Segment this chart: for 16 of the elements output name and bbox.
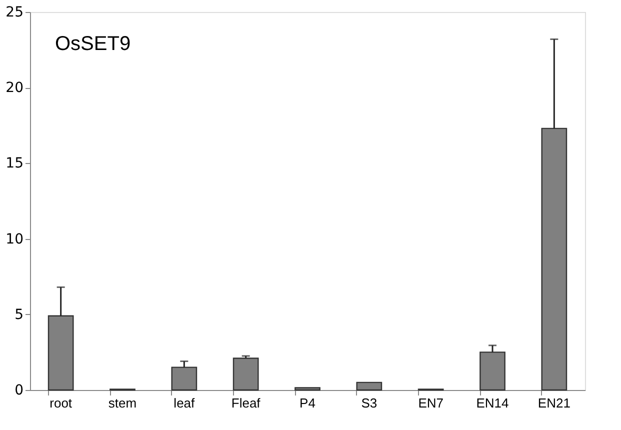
- x-tick-label: Fleaf: [231, 396, 261, 410]
- x-tick-label: S3: [361, 396, 378, 410]
- y-tick-label: 0: [14, 382, 24, 398]
- x-tick-label: EN21: [538, 396, 570, 410]
- annotation: OsSET9: [55, 33, 131, 55]
- y-tick-label: 25: [6, 4, 24, 20]
- y-tick-label: 20: [6, 80, 24, 96]
- x-tick-label: EN14: [476, 396, 509, 410]
- x-tick-label: P4: [300, 396, 316, 410]
- x-tick-label: EN7: [418, 396, 444, 410]
- x-tick-label: root: [50, 396, 72, 410]
- y-tick-label: 5: [14, 306, 24, 323]
- y-tick-label: 15: [6, 156, 24, 172]
- x-tick-label: leaf: [174, 396, 196, 410]
- y-tick-label: 10: [6, 231, 24, 248]
- x-tick-label: stem: [108, 396, 137, 410]
